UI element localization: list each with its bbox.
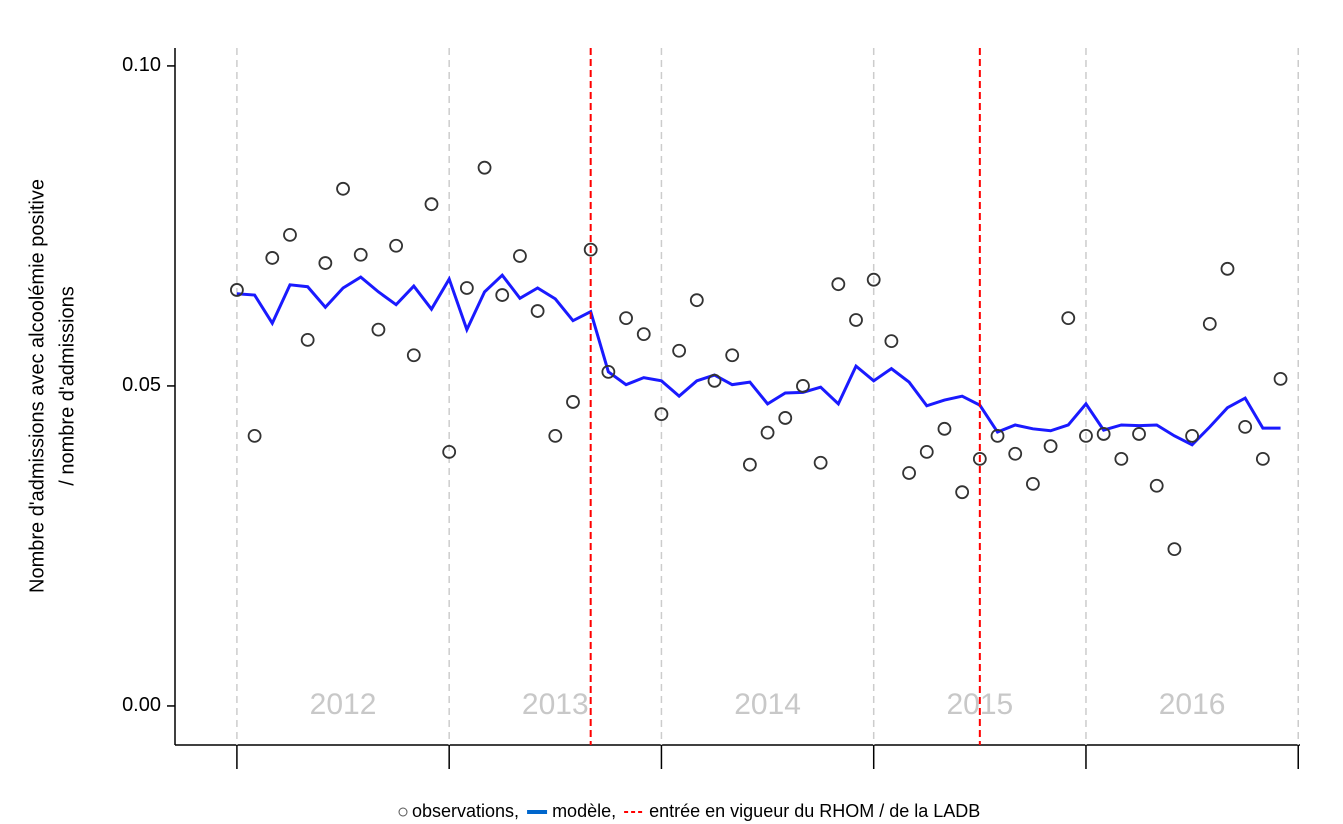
observation (990, 428, 1005, 443)
observation (1079, 428, 1093, 443)
year-label: 2012 (310, 688, 377, 721)
observation (459, 281, 474, 295)
observation (813, 455, 828, 470)
observation (336, 181, 350, 196)
observation (619, 311, 633, 325)
observation (796, 379, 810, 393)
observation (1202, 316, 1217, 331)
observation (1273, 371, 1288, 386)
observation (884, 334, 899, 349)
observation (672, 343, 687, 358)
y-tick-label: 0.00 (122, 694, 161, 716)
observation (283, 227, 297, 242)
observation (353, 247, 368, 262)
observation (654, 407, 669, 422)
observation (601, 364, 616, 379)
observation (1220, 261, 1235, 276)
observation (707, 373, 722, 388)
observation (1255, 452, 1270, 466)
observation (389, 238, 404, 253)
observation (725, 348, 740, 363)
observation (760, 425, 775, 440)
observation (371, 322, 386, 337)
observation (442, 444, 457, 459)
observation (1061, 311, 1076, 325)
year-label: 2013 (522, 688, 589, 721)
observation (495, 288, 510, 302)
y-axis-label: / nombre d'admissions (56, 286, 78, 485)
observation (530, 304, 545, 318)
observation (1043, 439, 1058, 454)
observation (689, 293, 704, 308)
observation (583, 242, 598, 257)
observation (849, 313, 863, 327)
year-label: 2016 (1159, 688, 1226, 721)
year-label: 2014 (734, 688, 801, 721)
y-tick-label: 0.10 (122, 54, 161, 76)
observation (1026, 476, 1040, 491)
observation (1185, 428, 1199, 443)
legend-symbol (398, 807, 408, 817)
observation (1008, 446, 1023, 461)
observation (406, 348, 421, 363)
observation (1167, 542, 1182, 557)
observation (919, 444, 934, 459)
observation (477, 160, 492, 175)
legend-label: modèle, (552, 801, 616, 821)
model-line (236, 272, 1281, 447)
observation (1114, 452, 1129, 466)
observation (1132, 427, 1146, 441)
observation (513, 249, 527, 263)
observation (937, 421, 952, 436)
y-axis-label: Nombre d'admissions avec alcoolémie posi… (26, 179, 48, 593)
y-tick-label: 0.05 (122, 374, 161, 396)
observation (902, 466, 916, 480)
observation (566, 395, 580, 409)
observation (636, 327, 651, 341)
observation (318, 256, 333, 270)
observation (955, 485, 970, 500)
observation (1149, 478, 1164, 493)
observation (742, 457, 757, 472)
legend-label: observations, (412, 801, 519, 821)
observation (548, 428, 563, 443)
observation (831, 277, 846, 292)
observation (265, 251, 280, 265)
year-label: 2015 (946, 688, 1013, 721)
observation (247, 428, 262, 443)
observation (866, 272, 881, 287)
observation (778, 411, 793, 425)
observation (1096, 427, 1111, 441)
observation (230, 283, 244, 297)
observation (972, 452, 987, 466)
observation (424, 197, 439, 212)
observation (300, 332, 315, 347)
observation (1238, 420, 1253, 434)
legend-label: entrée en vigueur du RHOM / de la LADB (649, 801, 980, 821)
